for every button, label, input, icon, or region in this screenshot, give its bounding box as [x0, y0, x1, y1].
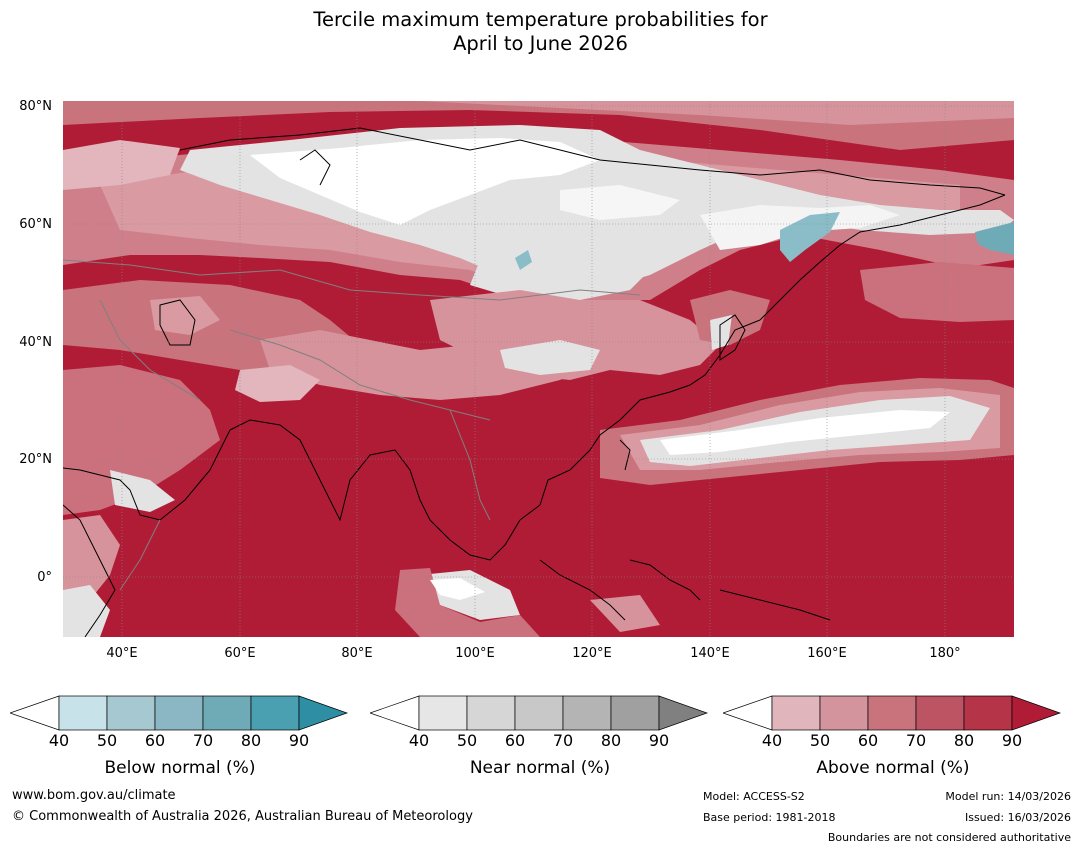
- near-normal-swatch-5: [610, 695, 660, 731]
- indian-ocean-pink: [395, 568, 540, 637]
- africa-near-normal: [63, 585, 110, 637]
- siberia-white: [250, 138, 600, 225]
- near-normal-swatch-1: [418, 695, 468, 731]
- below-tick-50: 50: [96, 731, 118, 750]
- lat-label-80n: 80°N: [19, 99, 52, 114]
- below-normal-colorbar: 40 50 60 70 80 90 Below normal (%): [10, 695, 350, 785]
- china-grey: [500, 340, 600, 375]
- above-normal-swatch-3: [867, 695, 917, 731]
- above-normal-swatch-0: [723, 695, 773, 731]
- above-tick-60: 60: [857, 731, 879, 750]
- above-tick-80: 80: [953, 731, 975, 750]
- north-pacific-pink: [860, 262, 1014, 322]
- below-normal-swatch-2: [106, 695, 156, 731]
- website-link[interactable]: www.bom.gov.au/climate: [12, 788, 176, 803]
- indian-ocean-white: [430, 578, 485, 600]
- above-normal-colorbar-swatches: [723, 695, 1062, 731]
- near-normal-colorbar-swatches: [370, 695, 709, 731]
- lat-label-20n: 20°N: [19, 452, 52, 467]
- below-normal-colorbar-swatches: [10, 695, 349, 731]
- caspian-light: [150, 296, 220, 335]
- below-normal-swatch-3: [154, 695, 204, 731]
- near-tick-80: 80: [600, 731, 622, 750]
- below-normal-baikal: [515, 250, 532, 270]
- graticule: [63, 101, 1014, 637]
- chart-title: Tercile maximum temperature probabilitie…: [0, 8, 1081, 56]
- africa-pink: [63, 515, 120, 605]
- siberia-white-2: [560, 185, 680, 220]
- model-run-date: Model run: 14/03/2026: [945, 790, 1071, 803]
- map-field: [63, 101, 1014, 637]
- lon-label-40e: 40°E: [106, 646, 138, 661]
- sumatra-light: [590, 595, 660, 632]
- above-normal-swatch-2: [819, 695, 869, 731]
- lon-label-60e: 60°E: [224, 646, 256, 661]
- near-tick-70: 70: [552, 731, 574, 750]
- below-normal-swatch-0: [10, 695, 60, 731]
- base-period: Base period: 1981-2018: [703, 811, 836, 824]
- boundaries-disclaimer: Boundaries are not considered authoritat…: [827, 831, 1071, 844]
- above-tick-90: 90: [1001, 731, 1023, 750]
- arabia-pink: [63, 365, 220, 515]
- above-normal-label: Above normal (%): [816, 758, 970, 778]
- lon-label-100e: 100°E: [455, 646, 495, 661]
- near-tick-90: 90: [648, 731, 670, 750]
- lat-label-40n: 40°N: [19, 335, 52, 350]
- mongolia-near-normal: [470, 255, 650, 300]
- title-line-2: April to June 2026: [453, 32, 628, 55]
- above-normal-swatch-5: [963, 695, 1013, 731]
- copyright-text: © Commonwealth of Australia 2026, Austra…: [12, 809, 473, 824]
- model-name: Model: ACCESS-S2: [703, 790, 805, 803]
- title-line-1: Tercile maximum temperature probabilitie…: [313, 8, 768, 31]
- near-normal-colorbar: 40 50 60 70 80 90 Near normal (%): [370, 695, 710, 785]
- lat-label-0: 0°: [37, 570, 52, 585]
- lon-label-140e: 140°E: [690, 646, 730, 661]
- coastlines: [63, 127, 1006, 637]
- northwest-pink: [63, 140, 180, 190]
- above-tick-70: 70: [905, 731, 927, 750]
- lon-label-180: 180°: [929, 646, 961, 661]
- lon-label-160e: 160°E: [807, 646, 847, 661]
- above-tick-40: 40: [761, 731, 783, 750]
- above-normal-swatch-4: [915, 695, 965, 731]
- afghan-light: [235, 365, 320, 402]
- below-tick-90: 90: [288, 731, 310, 750]
- near-normal-swatch-0: [370, 695, 420, 731]
- lon-label-120e: 120°E: [572, 646, 612, 661]
- below-normal-swatch-1: [58, 695, 108, 731]
- above-tick-50: 50: [809, 731, 831, 750]
- tibet-pink-light: [260, 330, 600, 400]
- red-sea-near-normal: [110, 470, 175, 512]
- arctic-band-pink: [420, 101, 1014, 125]
- below-tick-60: 60: [144, 731, 166, 750]
- lat-label-60n: 60°N: [19, 217, 52, 232]
- above-normal-swatch-1: [771, 695, 821, 731]
- near-normal-label: Near normal (%): [469, 758, 611, 778]
- near-tick-50: 50: [456, 731, 478, 750]
- below-normal-swatch-5: [250, 695, 300, 731]
- near-normal-swatch-6: [658, 695, 709, 731]
- near-normal-swatch-4: [562, 695, 612, 731]
- below-normal-swatch-6: [298, 695, 349, 731]
- near-tick-40: 40: [408, 731, 430, 750]
- below-normal-bering: [975, 222, 1014, 255]
- below-normal-kamchatka: [780, 212, 840, 262]
- issued-date: Issued: 16/03/2026: [964, 811, 1071, 824]
- map-canvas: [63, 101, 1014, 637]
- japan-near-normal: [710, 315, 732, 350]
- below-normal-label: Below normal (%): [104, 758, 256, 778]
- below-normal-swatch-4: [202, 695, 252, 731]
- near-tick-60: 60: [504, 731, 526, 750]
- near-normal-swatch-3: [514, 695, 564, 731]
- probability-map: 80°N 60°N 40°N 20°N 0° 40°E 60°E 80°E 10…: [19, 99, 1014, 661]
- near-normal-swatch-2: [466, 695, 516, 731]
- below-tick-80: 80: [240, 731, 262, 750]
- below-tick-40: 40: [48, 731, 70, 750]
- above-normal-colorbar: 40 50 60 70 80 90 Above normal (%): [723, 695, 1063, 785]
- lon-label-80e: 80°E: [341, 646, 373, 661]
- below-tick-70: 70: [192, 731, 214, 750]
- above-normal-swatch-6: [1011, 695, 1062, 731]
- pacific-white: [660, 410, 950, 455]
